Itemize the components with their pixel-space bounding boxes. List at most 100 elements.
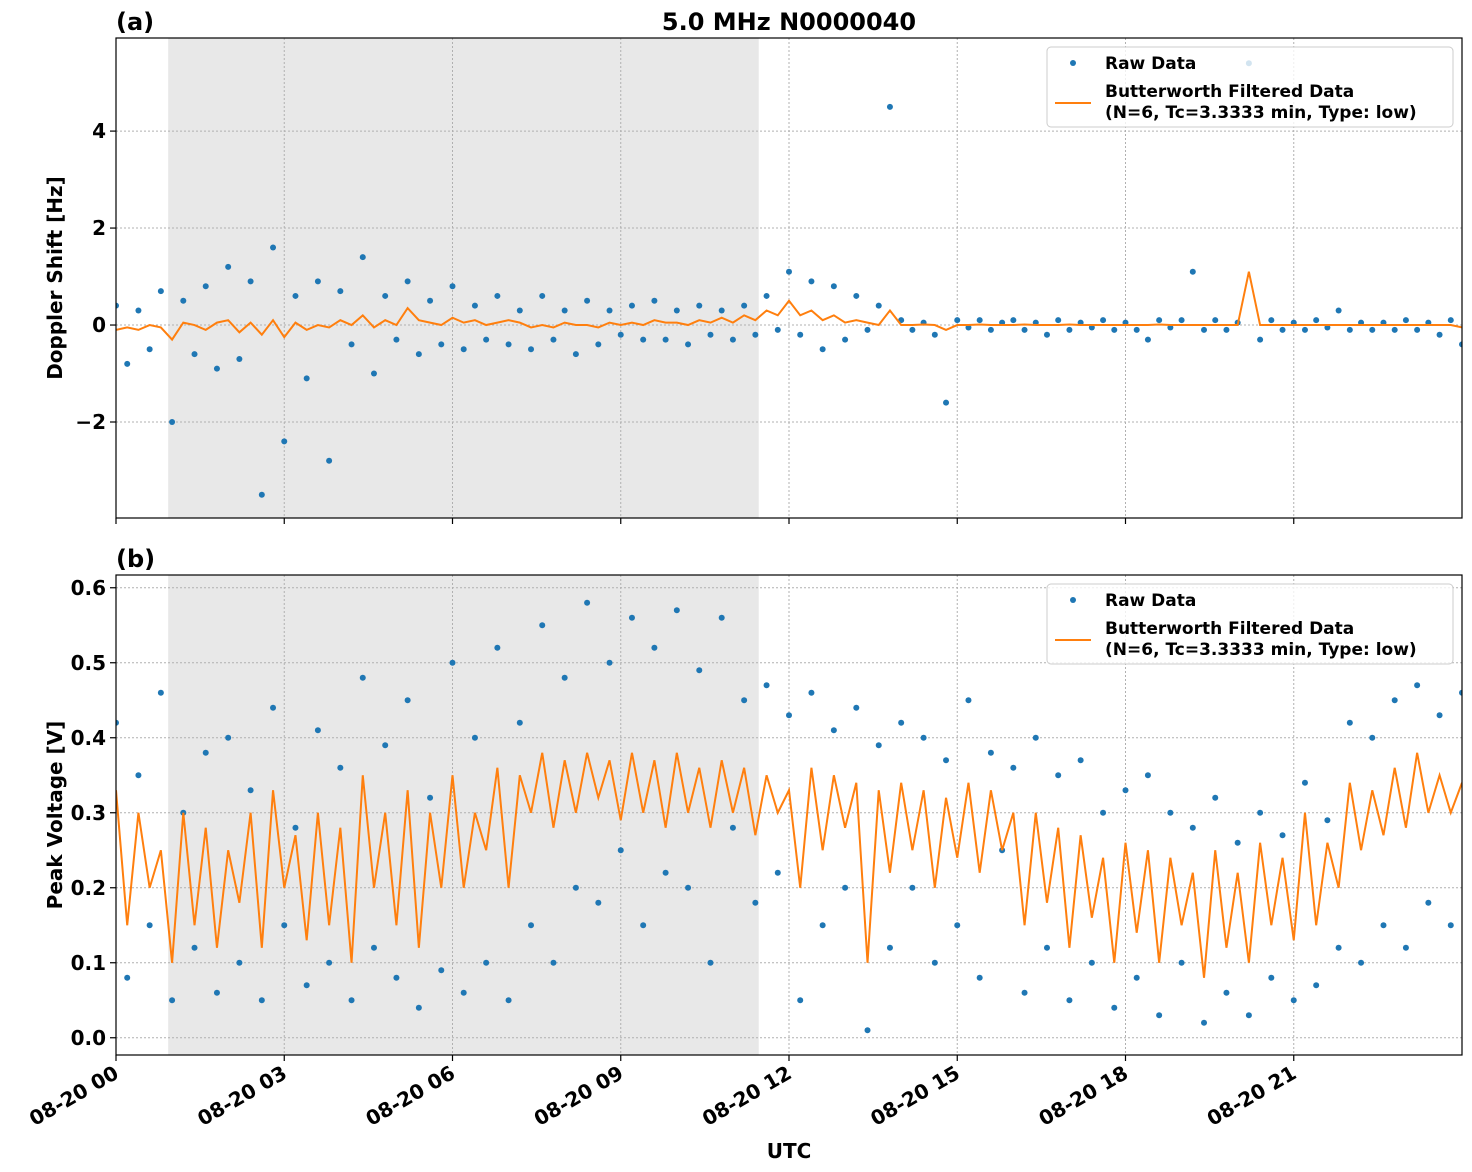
y-tick-label: 0.3 xyxy=(71,801,106,825)
raw-point xyxy=(393,336,400,343)
raw-point xyxy=(617,847,624,854)
raw-point xyxy=(550,336,557,343)
raw-point xyxy=(270,704,277,711)
raw-point xyxy=(1436,331,1443,338)
raw-point xyxy=(886,944,893,951)
raw-point xyxy=(449,283,456,290)
raw-point xyxy=(673,607,680,614)
raw-point xyxy=(729,336,736,343)
y-tick-label: 4 xyxy=(92,119,106,143)
raw-point xyxy=(786,712,792,719)
plot-area xyxy=(116,38,1462,518)
raw-point xyxy=(898,719,905,726)
raw-point xyxy=(1212,794,1219,801)
raw-point xyxy=(270,244,277,251)
raw-point xyxy=(1043,944,1050,951)
raw-point xyxy=(326,457,333,464)
filtered-line xyxy=(116,271,1462,342)
raw-point xyxy=(595,899,602,906)
raw-point xyxy=(617,331,624,338)
raw-point xyxy=(909,884,916,891)
raw-point xyxy=(494,644,501,651)
raw-point xyxy=(292,292,299,299)
raw-point xyxy=(516,307,523,314)
raw-point xyxy=(1010,764,1017,771)
raw-point xyxy=(1313,982,1320,989)
raw-point xyxy=(561,307,568,314)
raw-point xyxy=(258,491,265,498)
raw-point xyxy=(584,297,591,304)
raw-point xyxy=(1301,326,1308,333)
raw-point xyxy=(348,997,355,1004)
raw-point xyxy=(987,326,994,333)
raw-point xyxy=(314,278,321,285)
y-tick-label: 0.0 xyxy=(71,1026,106,1050)
raw-point xyxy=(1077,757,1084,764)
raw-point xyxy=(931,959,938,966)
raw-point xyxy=(774,869,781,876)
raw-point xyxy=(528,922,535,929)
shaded-region xyxy=(168,38,759,518)
raw-point xyxy=(539,622,546,629)
raw-point xyxy=(1223,326,1230,333)
raw-point xyxy=(1447,317,1454,324)
raw-point xyxy=(1447,922,1454,929)
y-tick-label: 0.5 xyxy=(71,651,106,675)
raw-point xyxy=(886,103,893,110)
raw-point xyxy=(1380,922,1387,929)
raw-point xyxy=(572,351,579,358)
raw-point xyxy=(1133,974,1140,981)
raw-point xyxy=(729,824,736,831)
raw-point xyxy=(1178,317,1185,324)
raw-point xyxy=(292,824,299,831)
raw-point xyxy=(247,787,254,794)
raw-point xyxy=(460,989,467,996)
raw-point xyxy=(819,346,826,353)
raw-point xyxy=(584,599,591,606)
raw-point xyxy=(505,997,512,1004)
raw-point xyxy=(1178,959,1185,966)
legend-label: Butterworth Filtered Data (N=6, Tc=3.3333… xyxy=(1105,82,1417,123)
raw-point xyxy=(1021,989,1028,996)
raw-point xyxy=(909,326,916,333)
raw-point xyxy=(1133,326,1140,333)
raw-point xyxy=(281,922,288,929)
raw-point xyxy=(853,292,860,299)
raw-point xyxy=(1010,317,1017,324)
raw-point xyxy=(337,764,344,771)
raw-point xyxy=(1324,817,1331,824)
raw-point xyxy=(1402,317,1409,324)
raw-point xyxy=(830,283,837,290)
raw-point xyxy=(1156,317,1163,324)
raw-point xyxy=(146,922,153,929)
raw-point xyxy=(1257,809,1264,816)
raw-point xyxy=(1055,772,1062,779)
raw-point xyxy=(651,297,658,304)
raw-point xyxy=(1223,989,1230,996)
y-axis-label: Doppler Shift [Hz] xyxy=(43,176,67,380)
raw-point xyxy=(1391,326,1398,333)
raw-point xyxy=(875,302,882,309)
raw-point xyxy=(124,360,131,367)
raw-point xyxy=(1391,697,1398,704)
raw-point xyxy=(483,336,490,343)
raw-point xyxy=(438,341,445,348)
raw-point xyxy=(191,944,198,951)
raw-point xyxy=(819,922,826,929)
raw-point xyxy=(281,438,288,445)
raw-point xyxy=(449,659,456,666)
raw-point xyxy=(135,307,142,314)
raw-point xyxy=(954,317,961,324)
legend-label: Raw Data xyxy=(1105,591,1196,611)
legend-marker xyxy=(1070,60,1076,66)
raw-point xyxy=(853,704,860,711)
raw-point xyxy=(1358,959,1365,966)
raw-point xyxy=(662,869,669,876)
raw-point xyxy=(427,794,434,801)
raw-point xyxy=(1436,712,1443,719)
raw-point xyxy=(169,997,176,1004)
raw-point xyxy=(180,297,187,304)
raw-point xyxy=(673,307,680,314)
raw-point xyxy=(640,336,647,343)
